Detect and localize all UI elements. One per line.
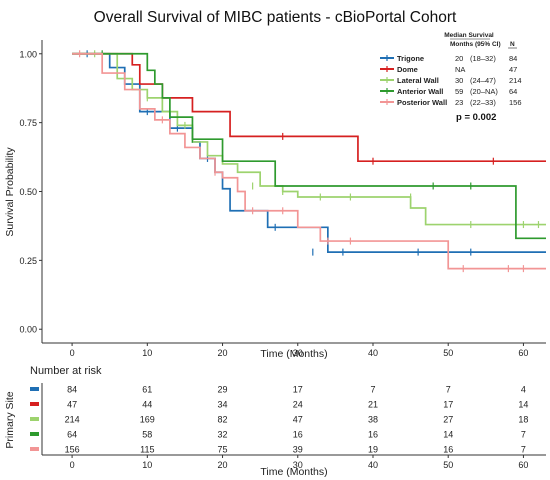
survival-curve: [72, 52, 546, 270]
risk-cell: 4: [521, 385, 526, 395]
p-value: p = 0.002: [456, 112, 496, 123]
y-axis-label: Survival Probability: [4, 147, 16, 237]
risk-x-tick-label: 30: [293, 460, 303, 470]
legend-label: Trigone: [397, 54, 424, 63]
legend-ci: (22–33): [470, 98, 496, 107]
risk-x-tick-label: 20: [218, 460, 228, 470]
survival-curve: [72, 52, 546, 163]
legend-median: 30: [455, 76, 463, 85]
risk-y-axis-label: Primary Site: [4, 391, 16, 448]
risk-x-tick-label: 50: [443, 460, 453, 470]
risk-x-axis-label: Time (Months): [260, 466, 327, 478]
legend-label: Posterior Wall: [397, 98, 447, 107]
legend-ci: (20–NA): [470, 87, 498, 96]
legend-ci: (24–47): [470, 76, 496, 85]
risk-cell: 14: [443, 430, 453, 440]
risk-cell: 18: [518, 415, 528, 425]
legend-ci: (18–32): [470, 54, 496, 63]
legend-n: 84: [509, 54, 517, 63]
risk-cell: 29: [218, 385, 228, 395]
risk-cell: 7: [521, 445, 526, 455]
legend-median: 23: [455, 98, 463, 107]
x-tick-label: 30: [293, 348, 303, 358]
risk-cell: 44: [142, 400, 152, 410]
legend-label: Lateral Wall: [397, 76, 439, 85]
risk-cell: 27: [443, 415, 453, 425]
risk-cell: 14: [518, 400, 528, 410]
x-axis-label: Time (Months): [260, 348, 327, 360]
legend-n: 156: [509, 98, 522, 107]
risk-cell: 19: [368, 445, 378, 455]
risk-cell: 47: [67, 400, 77, 410]
legend-header-ci: (95% CI): [475, 41, 501, 48]
legend-label: Dome: [397, 65, 418, 74]
survival-curve: [72, 52, 546, 240]
survival-curve: [72, 52, 546, 226]
risk-cell: 156: [65, 445, 80, 455]
risk-table-title: Number at risk: [30, 365, 102, 377]
legend-header-n: N: [510, 41, 515, 48]
risk-cell: 24: [293, 400, 303, 410]
x-tick-label: 50: [443, 348, 453, 358]
risk-x-tick-label: 40: [368, 460, 378, 470]
km-plot: 0.00 0.25 0.50 0.75 1.00 0 10 20 30 40 50 60 Time (M…: [4, 32, 546, 360]
risk-cell: 38: [368, 415, 378, 425]
risk-cell: 16: [293, 430, 303, 440]
y-tick-label: 0.00: [19, 325, 37, 335]
risk-cell: 115: [140, 445, 154, 455]
risk-cell: 17: [443, 400, 453, 410]
risk-x-tick-label: 60: [518, 460, 528, 470]
risk-cell: 82: [218, 415, 228, 425]
risk-row-swatch: [30, 432, 39, 436]
risk-row-swatch: [30, 402, 39, 406]
y-tick-label: 0.50: [19, 187, 37, 197]
legend-header-median: Median Survival: [444, 32, 494, 39]
legend-label: Anterior Wall: [397, 87, 443, 96]
risk-cell: 58: [142, 430, 152, 440]
y-tick-label: 1.00: [19, 49, 37, 59]
risk-cell: 7: [521, 430, 526, 440]
x-tick-label: 0: [70, 348, 75, 358]
risk-cell: 7: [370, 385, 375, 395]
risk-cell: 32: [218, 430, 228, 440]
risk-cell: 17: [293, 385, 303, 395]
risk-cell: 169: [140, 415, 155, 425]
y-tick-label: 0.25: [19, 256, 37, 266]
y-tick-label: 0.75: [19, 118, 37, 128]
legend-median: NA: [455, 65, 465, 74]
x-tick-label: 20: [218, 348, 228, 358]
legend-n: 64: [509, 87, 517, 96]
risk-x-tick-label: 10: [142, 460, 152, 470]
risk-cell: 75: [218, 445, 228, 455]
legend-n: 47: [509, 65, 517, 74]
risk-x-tick-label: 0: [70, 460, 75, 470]
chart-title: Overall Survival of MIBC patients - cBio…: [94, 9, 457, 26]
risk-cell: 61: [142, 385, 152, 395]
legend-header-months: Months: [450, 41, 473, 48]
x-tick-label: 60: [518, 348, 528, 358]
risk-cell: 64: [67, 430, 77, 440]
risk-cell: 84: [67, 385, 77, 395]
risk-cell: 47: [293, 415, 303, 425]
x-tick-label: 10: [142, 348, 152, 358]
risk-cell: 7: [446, 385, 451, 395]
risk-cell: 34: [218, 400, 228, 410]
x-tick-label: 40: [368, 348, 378, 358]
risk-row-swatch: [30, 417, 39, 421]
legend-n: 214: [509, 76, 522, 85]
legend-median: 20: [455, 54, 463, 63]
risk-cell: 16: [368, 430, 378, 440]
legend-median: 59: [455, 87, 463, 96]
risk-cell: 16: [443, 445, 453, 455]
risk-cell: 21: [368, 400, 378, 410]
risk-cell: 39: [293, 445, 303, 455]
risk-cell: 214: [65, 415, 80, 425]
number-at-risk-table: Number at risk 84 61 29 17 7 7 4 47 44 34 24 21 17 14 2…: [4, 365, 546, 478]
risk-row-swatch: [30, 387, 39, 391]
risk-row-swatch: [30, 447, 39, 451]
